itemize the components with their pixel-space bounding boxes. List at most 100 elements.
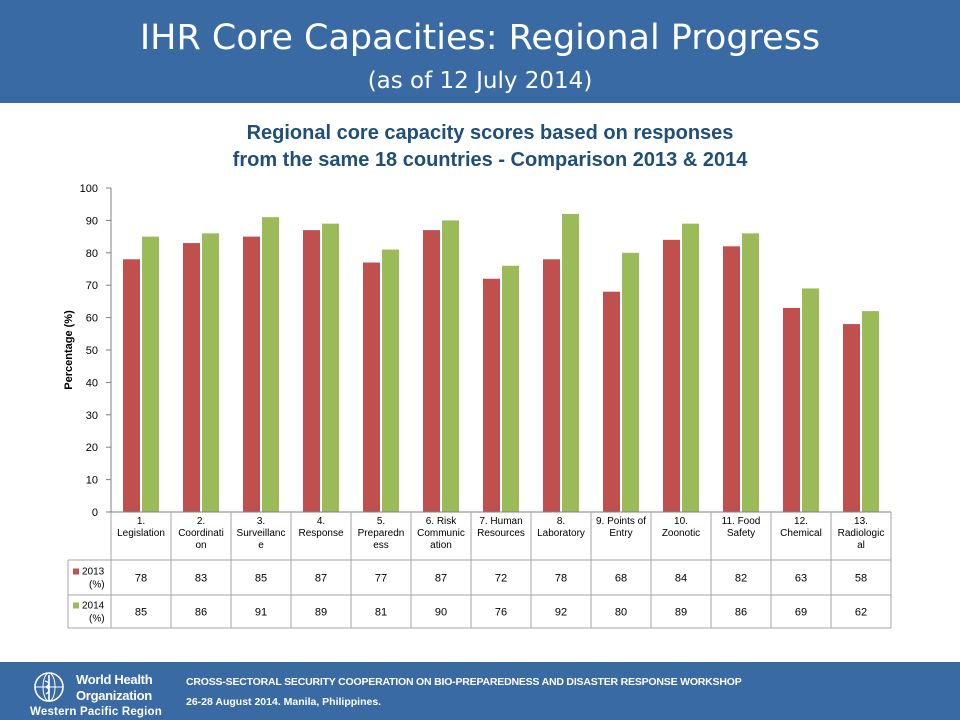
category-label: Legislation (117, 528, 165, 539)
category-label: 1. (137, 516, 145, 527)
bar-2013-10 (663, 239, 680, 512)
slide-header: IHR Core Capacities: Regional Progress (… (0, 0, 960, 103)
y-tick-label: 0 (92, 507, 98, 519)
chart-title-line1: Regional core capacity scores based on r… (246, 122, 734, 144)
bar-2013-8 (543, 259, 560, 512)
workshop-title: CROSS-SECTORAL SECURITY COOPERATION ON B… (186, 676, 742, 688)
category-label: 2. (197, 516, 205, 527)
category-label: Communic (417, 528, 465, 539)
bar-2013-6 (423, 230, 440, 512)
bar-2014-8 (562, 213, 579, 513)
legend-unit: (%) (89, 614, 105, 625)
bar-2013-12 (783, 307, 800, 512)
category-label: 7. Human (479, 516, 522, 527)
category-label: Response (298, 528, 343, 539)
bar-2014-13 (862, 311, 879, 512)
bar-2013-13 (843, 324, 860, 512)
data-label-2014: 90 (435, 607, 447, 619)
bar-2013-3 (243, 236, 260, 512)
category-label: on (195, 540, 206, 551)
y-tick-label: 70 (86, 280, 98, 292)
data-label-2014: 89 (675, 607, 687, 619)
data-label-2014: 92 (555, 607, 567, 619)
category-label: 4. (317, 516, 325, 527)
data-label-2013: 84 (675, 573, 687, 585)
category-label: ation (430, 540, 452, 551)
slide-title: IHR Core Capacities: Regional Progress (139, 18, 821, 58)
legend-unit: (%) (89, 580, 105, 591)
category-label: Surveillanc (237, 528, 286, 539)
data-label-2013: 58 (855, 573, 867, 585)
y-tick-label: 60 (86, 313, 98, 325)
category-label: Laboratory (537, 528, 585, 539)
category-label: 10. (674, 516, 688, 527)
category-label: 5. (377, 516, 385, 527)
bar-2014-3 (262, 217, 279, 512)
who-name-line1: World Health (76, 672, 153, 687)
category-label: 13. (854, 516, 868, 527)
category-label: 12. (794, 516, 808, 527)
category-label: 9. Points of (596, 516, 646, 527)
legend-swatch-2014 (73, 602, 79, 609)
category-label: 6. Risk (426, 516, 458, 527)
category-label: 3. (257, 516, 265, 527)
category-label: ess (373, 540, 389, 551)
data-label-2013: 68 (615, 573, 627, 585)
bar-2014-11 (742, 233, 759, 513)
category-label: Chemical (780, 528, 822, 539)
y-tick-label: 20 (86, 442, 98, 454)
bar-2014-10 (682, 223, 699, 512)
workshop-dates: 26-28 August 2014. Manila, Philippines. (186, 696, 382, 708)
bar-2014-1 (142, 236, 159, 512)
bar-chart: 0 10 20 30 40 50 60 70 80 90 100 Percentage (%) 1.Le… (63, 183, 892, 629)
y-tick-label: 40 (86, 377, 98, 389)
bar-2013-2 (183, 243, 200, 512)
bar-2014-6 (442, 220, 459, 512)
who-emblem-icon (34, 672, 64, 702)
data-label-2014: 86 (735, 607, 747, 619)
data-label-2014: 85 (135, 607, 147, 619)
category-label: Radiologic (838, 528, 885, 539)
bar-2014-2 (202, 233, 219, 513)
category-label: Entry (609, 528, 632, 539)
y-tick-label: 90 (86, 215, 98, 227)
chart-title-line2: from the same 18 countries - Comparison … (232, 149, 748, 171)
data-label-2013: 72 (495, 573, 507, 585)
bar-2013-4 (303, 230, 320, 512)
y-axis-label: Percentage (%) (63, 310, 75, 390)
bar-2014-9 (622, 252, 639, 513)
data-label-2014: 91 (255, 607, 267, 619)
who-name-line2: Organization (76, 688, 152, 703)
legend-swatch-2013 (73, 568, 79, 575)
y-tick-label: 50 (86, 345, 98, 357)
who-region: Western Pacific Region (30, 706, 163, 718)
category-label: Coordinati (178, 528, 224, 539)
data-label-2013: 83 (195, 573, 207, 585)
legend-label: 2014 (82, 601, 105, 612)
data-label-2014: 89 (315, 607, 327, 619)
bar-2014-5 (382, 249, 399, 512)
category-label: al (857, 540, 865, 551)
data-label-2013: 87 (435, 573, 447, 585)
bar-2013-9 (603, 291, 620, 512)
data-label-2014: 62 (855, 607, 867, 619)
data-label-2013: 82 (735, 573, 747, 585)
data-label-2013: 78 (555, 573, 567, 585)
data-label-2014: 81 (375, 607, 387, 619)
bar-2014-7 (502, 265, 519, 512)
bar-2013-7 (483, 278, 500, 512)
category-label: e (258, 540, 264, 551)
y-tick-label: 80 (86, 248, 98, 260)
data-label-2014: 80 (615, 607, 627, 619)
bar-2013-11 (723, 246, 740, 512)
bar-2013-5 (363, 262, 380, 512)
y-tick-label: 30 (86, 410, 98, 422)
slide-subtitle: (as of 12 July 2014) (367, 68, 593, 94)
legend-label: 2013 (82, 567, 105, 578)
data-label-2013: 78 (135, 573, 147, 585)
data-label-2013: 85 (255, 573, 267, 585)
data-label-2014: 86 (195, 607, 207, 619)
category-label: 8. (557, 516, 565, 527)
data-label-2013: 87 (315, 573, 327, 585)
who-logo: World Health Organization Western Pacifi… (30, 668, 180, 718)
